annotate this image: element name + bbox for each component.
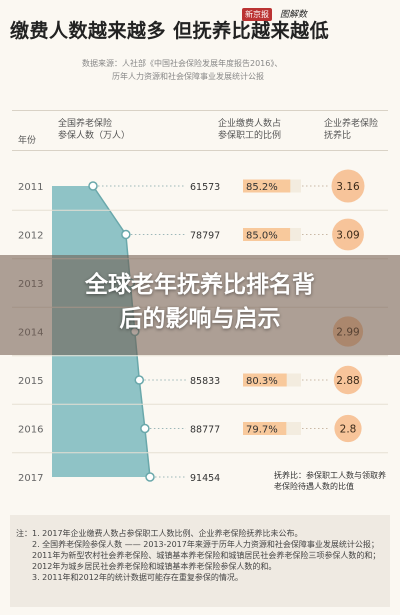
ratio-bar-fill: [243, 373, 287, 387]
header-year: 年份: [18, 135, 36, 147]
source-line-2: 历年人力资源和社会保障事业发展统计公报: [112, 72, 264, 81]
dependency-bubble-label: 3.16: [336, 181, 360, 193]
brand-badge: 新京报: [242, 8, 272, 21]
footnote-item: 1. 2017年企业缴费人数占参保职工人数比例、企业养老保险抚养比未公布。: [32, 529, 303, 538]
dependency-bubble: [334, 414, 362, 443]
header-ratio-line-1: 企业缴费人数占: [218, 119, 282, 129]
source-line-1: 数据来源：人社部《中国社会保险发展年度报告2016》、: [82, 59, 283, 68]
dependency-bubble-label: 3.09: [336, 230, 359, 242]
ratio-bar-label: 85.2%: [246, 182, 278, 193]
data-source: 数据来源：人社部《中国社会保险发展年度报告2016》、 历年人力资源和社会保障事…: [82, 57, 382, 83]
footnote-item: 2. 全国养老保险参保人数 —— 2013-2017年来源于历年人力资源和社会保…: [32, 540, 381, 571]
dependency-bubble: [332, 218, 364, 251]
dependency-bubble: [333, 365, 363, 395]
header-divider-bottom: [12, 150, 388, 151]
year-label: 2012: [18, 231, 43, 242]
header-dependency-line-2: 抚养比: [324, 131, 352, 141]
header-divider-top: [12, 110, 388, 111]
dependency-note: 抚养比：参保职工人数与领取养老保险待遇人数的比值: [274, 471, 386, 491]
participants-point: [121, 229, 131, 240]
participants-point: [134, 375, 145, 385]
participants-value: 88777: [190, 425, 220, 436]
footnotes: 注： 1. 2017年企业缴费人数占参保职工人数比例、企业养老保险抚养比未公布。…: [10, 515, 390, 607]
dependency-bubble-label: 2.8: [340, 424, 357, 436]
ratio-bar-fill: [243, 179, 291, 193]
header-year-label: 年份: [18, 136, 37, 146]
header-participants-line-2: 参保人数（万人）: [58, 131, 131, 141]
footnote-label: 注：: [16, 529, 32, 538]
participants-point: [145, 472, 155, 482]
overlay-title-line-1: 全球老年抚养比排名背: [85, 272, 315, 298]
year-label: 2015: [18, 376, 43, 387]
title-overlay: [0, 255, 400, 355]
footnote-body: 1. 2017年企业缴费人数占参保职工人数比例、企业养老保险抚养比未公布。 2.…: [32, 528, 386, 583]
header-participants: 全国养老保险 参保人数（万人）: [58, 118, 130, 142]
header-ratio-line-2: 参保职工的比例: [218, 131, 282, 141]
ratio-bar-fill: [243, 228, 291, 241]
overlay-title-line-2: 后的影响与启示: [119, 306, 281, 332]
title-row: 缴费人数越来越多 但抚养比越来越低 新京报 图解数: [0, 6, 400, 50]
header-participants-line-1: 全国养老保险: [58, 119, 113, 129]
overlay-title: 全球老年抚养比排名背 后的影响与启示: [0, 268, 400, 336]
participants-value: 78797: [190, 231, 220, 242]
year-label: 2017: [18, 473, 43, 484]
ratio-bar-label: 79.7%: [246, 425, 278, 436]
participants-value: 61573: [190, 182, 220, 193]
footnote-item: 3. 2011年和2012年的统计数据可能存在重复参保的情况。: [32, 573, 243, 582]
dependency-bubble-label: 2.88: [336, 375, 359, 387]
year-label: 2011: [18, 182, 43, 193]
header-dependency-line-1: 企业养老保险: [324, 119, 379, 129]
participants-point: [88, 181, 98, 191]
ratio-bar-label: 80.3%: [246, 376, 278, 387]
year-label: 2016: [18, 425, 43, 436]
page-title: 缴费人数越来越多 但抚养比越来越低: [10, 20, 330, 42]
ratio-bar-fill: [243, 422, 287, 435]
dependency-bubble: [331, 169, 365, 203]
ratio-bar-label: 85.0%: [246, 231, 278, 242]
header-ratio: 企业缴费人数占 参保职工的比例: [218, 118, 281, 142]
header-dependency: 企业养老保险 抚养比: [324, 118, 378, 142]
participants-value: 85833: [190, 376, 220, 387]
brand-script: 图解数: [280, 10, 308, 20]
participants-point: [140, 423, 150, 434]
participants-value: 91454: [190, 473, 220, 484]
